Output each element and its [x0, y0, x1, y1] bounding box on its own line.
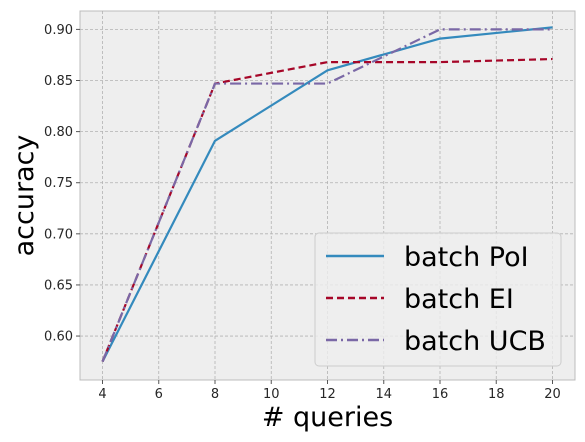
x-axis: 4 6 8 10 12 14 16 18 20	[98, 380, 561, 402]
series-line	[101, 26, 553, 363]
series-line	[101, 28, 553, 363]
y-axis: 0.60 0.65 0.70 0.75 0.80 0.85 0.90	[44, 23, 80, 345]
x-tick-label: 20	[544, 387, 561, 402]
y-tick-label: 0.75	[44, 176, 73, 191]
y-axis-label: accuracy	[9, 135, 40, 257]
legend-label: batch UCB	[404, 326, 546, 357]
x-axis-label: # queries	[262, 402, 393, 433]
x-tick-label: 8	[211, 387, 219, 402]
legend-label: batch EI	[404, 284, 514, 315]
legend: batch PoI batch EI batch UCB	[314, 232, 562, 367]
y-tick-label: 0.80	[44, 125, 73, 140]
y-tick-label: 0.70	[44, 227, 73, 242]
x-tick-label: 10	[263, 387, 280, 402]
series-layer	[101, 26, 553, 363]
x-tick-label: 14	[375, 387, 392, 402]
legend-frame	[314, 232, 562, 367]
y-tick-label: 0.85	[44, 74, 73, 89]
y-tick-label: 0.65	[44, 278, 73, 293]
x-tick-label: 18	[488, 387, 505, 402]
y-tick-label: 0.60	[44, 330, 73, 345]
x-tick-label: 4	[98, 387, 106, 402]
legend-label: batch PoI	[404, 242, 529, 273]
x-tick-label: 12	[319, 387, 336, 402]
y-tick-label: 0.90	[44, 23, 73, 38]
x-tick-label: 16	[432, 387, 449, 402]
x-tick-label: 6	[155, 387, 163, 402]
